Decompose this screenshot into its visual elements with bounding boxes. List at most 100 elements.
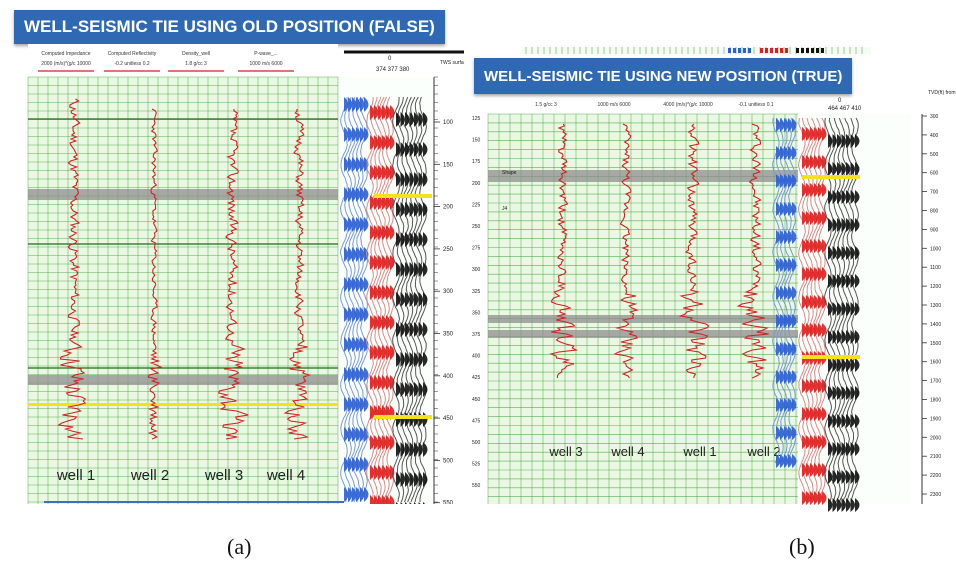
panel-a-track-header: Density_well — [182, 51, 210, 57]
panel-b-log-curve — [678, 123, 710, 379]
panel-a-seismic-lobe-blue — [352, 127, 357, 142]
panel-b-seismic-lobe-red — [814, 183, 819, 197]
panel-b-seismic-lobe-black — [846, 302, 851, 316]
panel-b-seismic-lobe-black — [832, 470, 837, 484]
panel-a-seismic-lobe-red — [382, 375, 387, 390]
panel-a-seismic-lobe-blue — [344, 277, 349, 292]
panel-b-seismic-lobe-black — [832, 302, 837, 316]
panel-b-seismic-lobe-blue — [784, 426, 789, 440]
panel-b-seismic-lobe-red — [806, 323, 811, 337]
panel-b-seismic-lobe-black — [841, 162, 846, 176]
panel-a-seismic-lobe-red — [374, 435, 379, 450]
panel-b-seismic-lobe-black — [846, 414, 851, 428]
panel-a-seismic-lobe-blue — [356, 427, 361, 442]
panel-b-seismic-lobe-blue — [788, 286, 793, 300]
panel-b-seismic-lobe-blue — [788, 230, 793, 244]
panel-a-seismic-lobe-blue — [360, 367, 365, 382]
panel-a-seismic-lobe-blue — [360, 337, 365, 352]
panel-b-top-strip-lobe — [733, 48, 736, 53]
panel-b-seismic-lobe-black — [841, 386, 846, 400]
panel-a-track-header: Computed Reflectivity — [108, 51, 157, 57]
panel-b-seismic-lobe-red — [806, 379, 811, 393]
panel-a-seismic-lobe-black — [418, 202, 423, 217]
panel-a-seismic-lobe-blue — [356, 187, 361, 202]
panel-b-seismic-lobe-black — [841, 414, 846, 428]
panel-b-seismic-lobe-blue — [792, 454, 797, 468]
panel-a-seismic-lobe-blue — [356, 97, 361, 112]
panel-b-seismic-lobe-black — [855, 414, 860, 428]
panel-b-seismic-lobe-red — [806, 239, 811, 253]
panel-b-log-curve — [549, 123, 579, 379]
panel-a-seismic-lobe-blue — [360, 487, 365, 502]
panel-b-seismic-lobe-red — [810, 155, 815, 169]
panel-b-seismic-lobe-black — [855, 162, 860, 176]
panel-b-seismic-lobe-black — [855, 274, 860, 288]
panel-a-well-label: well 3 — [204, 467, 243, 484]
panel-a-seismic-lobe-red — [374, 195, 379, 210]
panel-a-seismic-lobe-black — [396, 382, 401, 397]
panel-b-seismic-lobe-black — [841, 358, 846, 372]
panel-b-marker-label: Shape — [502, 170, 517, 176]
panel-b-right-depth-label: 800 — [930, 209, 939, 215]
panel-a-seismic-lobe-blue — [352, 97, 357, 112]
panel-b-left-depth-label: 150 — [472, 138, 481, 144]
panel-b-seismic-lobe-red — [806, 155, 811, 169]
panel-b-seismic-lobe-blue — [780, 314, 785, 328]
panel-b-seismic-lobe-red — [822, 491, 827, 505]
panel-a-seismic-lobe-blue — [348, 277, 353, 292]
panel-b-seismic-lobe-black — [850, 274, 855, 288]
panel-b-seismic-lobe-red — [810, 127, 815, 141]
panel-b-seismic-lobe-black — [837, 274, 842, 288]
panel-a-seismic-lobe-red — [386, 495, 391, 504]
panel-a-seismic-lobe-blue — [364, 277, 369, 292]
panel-a-seismic-lobe-black — [423, 292, 428, 307]
panel-b-seismic-lobe-red — [806, 435, 811, 449]
panel-b-right-depth-label: 500 — [930, 152, 939, 158]
panel-a-seismic-lobe-red — [390, 345, 395, 360]
panel-b-top-strip-lobe — [738, 48, 741, 53]
panel-a-seismic-lobe-red — [370, 405, 375, 420]
panel-b-marker-band — [488, 330, 798, 338]
panel-a-seismic-lobe-black — [418, 232, 423, 247]
panel-b-seismic-lobe-black — [846, 442, 851, 456]
panel-b-seismic-lobe-red — [814, 491, 819, 505]
panel-a-seismic-lobe-black — [414, 112, 419, 127]
panel-b-seismic-lobe-black — [832, 498, 837, 512]
panel-b-seismic-lobe-black — [828, 498, 833, 512]
panel-b-right-depth-label: 900 — [930, 227, 939, 233]
panel-a-seismic-lobe-black — [414, 322, 419, 337]
panel-a-seismic-lobe-black — [414, 142, 419, 157]
panel-b-seismic-lobe-blue — [780, 146, 785, 160]
panel-b-seismic-lobe-black — [846, 274, 851, 288]
panel-b-track-scale: -0.1 unitless 0.1 — [738, 102, 774, 108]
panel-a-seismic-lobe-black — [409, 382, 414, 397]
panel-a-seismic-lobe-red — [378, 375, 383, 390]
panel-b-seismic-lobe-red — [810, 295, 815, 309]
panel-a-track-header: Computed Impedance — [41, 51, 90, 57]
panel-b-seismic-lobe-red — [822, 435, 827, 449]
panel-a-seismic-lobe-black — [396, 292, 401, 307]
panel-b-seismic-lobe-red — [814, 127, 819, 141]
panel-a-seismic-lobe-red — [390, 495, 395, 504]
panel-a-seismic-lobe-black — [414, 502, 417, 504]
panel-b-seismic-lobe-black — [850, 246, 855, 260]
panel-a-log-curve — [283, 109, 311, 440]
panel-a-seismic-lobe-blue — [348, 427, 353, 442]
panel-b-seismic-lobe-blue — [776, 370, 781, 384]
panel-a-seismic-lobe-blue — [356, 127, 361, 142]
panel-b-seismic-lobe-black — [837, 302, 842, 316]
panel-a-seismic-lobe-black — [396, 322, 401, 337]
panel-b-seismic-lobe-black — [855, 246, 860, 260]
panel-b-seismic-lobe-red — [814, 155, 819, 169]
panel-b-seismic-lobe-blue — [776, 286, 781, 300]
panel-b-seismic-lobe-black — [846, 246, 851, 260]
panel-b-seismic-marker-yellow — [802, 355, 860, 359]
panel-b-seismic-lobe-red — [802, 183, 807, 197]
panel-b-seismic-lobe-blue — [784, 174, 789, 188]
panel-b-right-depth-label: 1000 — [930, 246, 941, 252]
panel-b-seismic-lobe-blue — [792, 258, 797, 272]
panel-b-top-strip-lobe — [748, 48, 751, 53]
panel-a-seismic-lobe-blue — [356, 217, 361, 232]
panel-b-seismic-lobe-black — [850, 218, 855, 232]
panel-b-seismic-lobe-red — [802, 379, 807, 393]
